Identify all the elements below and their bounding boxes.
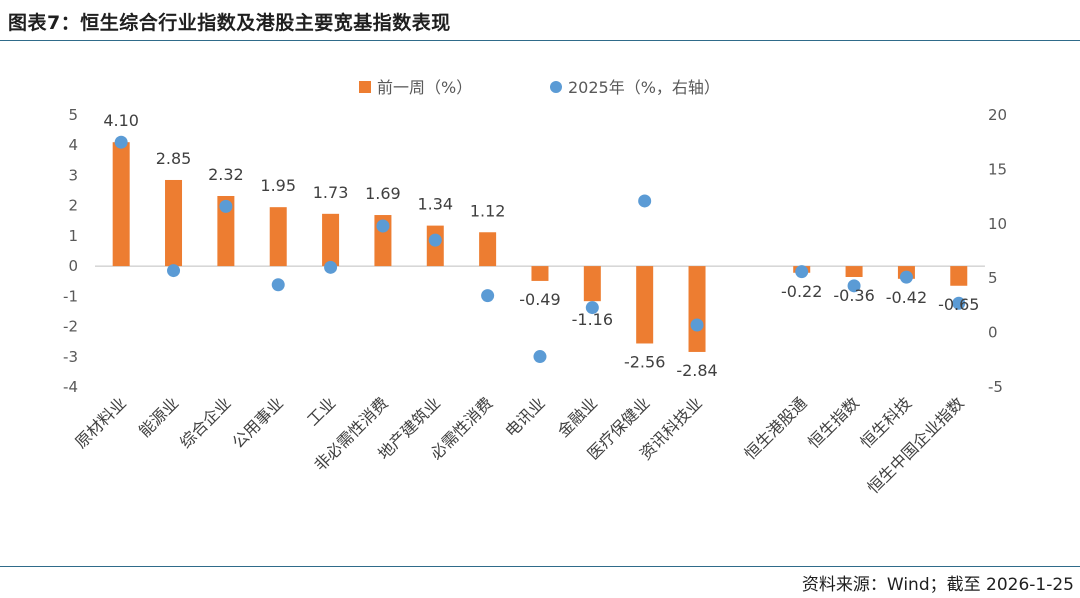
scatter-point: [271, 278, 285, 292]
bar-data-label: 1.95: [260, 176, 296, 195]
scatter-point: [219, 199, 233, 213]
scatter-point: [324, 260, 338, 274]
right-axis-tick: 0: [988, 324, 998, 342]
bar: [950, 266, 968, 286]
scatter-point: [847, 279, 861, 293]
bar-data-label: 4.10: [103, 111, 139, 130]
scatter-point: [428, 233, 442, 247]
category-label: 工业: [303, 393, 339, 429]
legend-dot-swatch: [550, 81, 562, 93]
bar: [217, 195, 235, 267]
scatter-point: [481, 289, 495, 303]
scatter-point: [899, 270, 913, 284]
left-axis-tick: 4: [68, 136, 78, 154]
bar: [322, 213, 340, 267]
bar-data-label: -0.42: [886, 288, 927, 307]
scatter-point: [638, 194, 652, 208]
right-axis-tick: 15: [988, 160, 1007, 178]
left-axis-tick: -3: [63, 348, 78, 366]
bar-data-label: 1.73: [313, 183, 349, 202]
bar-data-label: -0.22: [781, 282, 822, 301]
right-axis-tick: 20: [988, 106, 1007, 124]
category-label: 金融业: [554, 393, 601, 440]
bar-data-label: -0.65: [938, 295, 979, 314]
legend-bar-label: 前一周（%）: [377, 78, 472, 97]
legend-dot-label: 2025年（%，右轴）: [568, 78, 720, 97]
bar: [165, 179, 183, 267]
category-label: 恒生港股通: [741, 393, 811, 463]
left-axis-tick: 2: [68, 197, 78, 215]
chart-title: 图表7：恒生综合行业指数及港股主要宽基指数表现: [8, 12, 451, 34]
category-label: 综合企业: [176, 393, 235, 452]
category-label: 恒生中国企业指数: [864, 393, 968, 497]
bar: [112, 142, 130, 267]
scatter-point: [952, 296, 966, 310]
bar-data-label: 1.69: [365, 184, 401, 203]
bar: [845, 266, 863, 277]
footer-divider: [0, 566, 1080, 567]
bar: [583, 266, 601, 302]
left-axis-tick: 0: [68, 257, 78, 275]
left-axis-tick: 3: [68, 166, 78, 184]
bar: [479, 232, 497, 267]
bar: [269, 207, 287, 267]
bar-data-label: -0.49: [519, 290, 560, 309]
bar-data-label: 2.85: [156, 149, 192, 168]
category-label: 恒生指数: [804, 393, 863, 452]
bar-data-label: -1.16: [572, 310, 613, 329]
scatter-point: [167, 264, 181, 278]
bar-data-label: 1.12: [470, 201, 506, 220]
bar: [531, 266, 549, 281]
bar: [688, 266, 706, 352]
scatter-point: [795, 265, 809, 279]
bar-data-label: -2.56: [624, 352, 665, 371]
scatter-point: [585, 301, 599, 315]
legend-bar-swatch: [359, 81, 371, 93]
left-axis-tick: -1: [63, 287, 78, 305]
bar-data-label: -2.84: [676, 361, 717, 380]
category-label: 原材料业: [71, 393, 130, 452]
bar-data-label: 2.32: [208, 165, 244, 184]
left-axis-tick: 5: [68, 106, 78, 124]
right-axis-tick: -5: [988, 378, 1003, 396]
left-axis-tick: -4: [63, 378, 78, 396]
right-axis-tick: 5: [988, 269, 998, 287]
bar-data-label: 1.34: [417, 195, 453, 214]
scatter-point: [114, 135, 128, 149]
scatter-point: [690, 318, 704, 332]
right-axis-tick: 10: [988, 215, 1007, 233]
scatter-point: [376, 219, 390, 233]
scatter-point: [533, 350, 547, 364]
category-label: 电讯业: [501, 393, 548, 440]
bar: [636, 266, 654, 344]
left-axis-tick: -2: [63, 318, 78, 336]
legend: 前一周（%） 2025年（%，右轴）: [359, 78, 720, 97]
category-label: 公用事业: [228, 393, 287, 452]
source-note: 资料来源：Wind；截至 2026-1-25: [801, 575, 1074, 595]
left-axis-tick: 1: [68, 227, 78, 245]
bar-data-label: -0.36: [833, 286, 874, 305]
category-label: 能源业: [135, 393, 182, 440]
title-divider: [0, 40, 1080, 41]
